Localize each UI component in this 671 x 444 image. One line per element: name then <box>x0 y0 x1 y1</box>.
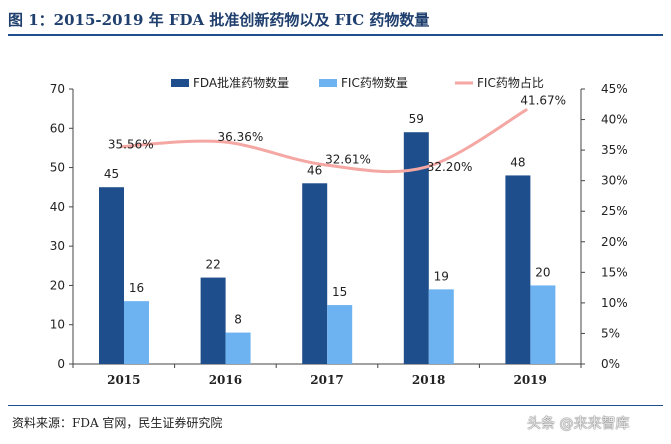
bar-fda-approved <box>200 277 226 364</box>
data-label-fda: 46 <box>307 163 322 177</box>
x-tick-label: 2015 <box>107 373 140 387</box>
y-left-tick-label: 30 <box>50 239 65 253</box>
y-left-tick-label: 20 <box>50 278 65 292</box>
data-label-fic-share: 35.56% <box>108 138 154 152</box>
y-right-tick-label: 30% <box>601 174 628 188</box>
y-right-tick-label: 35% <box>601 143 628 157</box>
data-label-fic-share: 41.67% <box>520 93 566 107</box>
x-tick-label: 2019 <box>513 373 546 387</box>
bar-fda-approved <box>99 187 124 364</box>
figure-title: 图 1：2015-2019 年 FDA 批准创新药物以及 FIC 药物数量 <box>8 11 430 29</box>
y-right-tick-label: 5% <box>601 326 620 340</box>
y-right-tick-label: 40% <box>601 113 628 127</box>
x-tick-label: 2016 <box>209 373 242 387</box>
y-left-tick-label: 40 <box>50 200 65 214</box>
y-left-tick-label: 50 <box>50 161 65 175</box>
legend-label-fic-share: FIC药物占比 <box>477 75 544 90</box>
y-left-tick-label: 0 <box>57 357 65 371</box>
footer-rule <box>8 405 663 406</box>
data-label-fic-share: 32.61% <box>325 153 371 167</box>
title-rule <box>8 34 663 36</box>
y-right-tick-label: 25% <box>601 204 628 218</box>
y-left-tick-label: 70 <box>50 82 65 96</box>
bar-fic <box>327 305 353 364</box>
legend-swatch-fda <box>171 79 189 87</box>
y-right-tick-label: 45% <box>601 82 628 96</box>
data-label-fic-share: 36.36% <box>218 130 264 144</box>
data-label-fic: 15 <box>332 285 347 299</box>
x-tick-label: 2017 <box>310 373 343 387</box>
data-label-fic: 8 <box>234 313 242 327</box>
legend-label-fda: FDA批准药物数量 <box>193 75 289 90</box>
bar-fda-approved <box>505 175 531 364</box>
bar-fic <box>428 289 454 364</box>
data-label-fda: 22 <box>205 258 220 272</box>
line-fic-share <box>120 108 528 174</box>
watermark: 头条 @来来智库 <box>527 416 630 432</box>
data-label-fda: 59 <box>409 112 424 126</box>
legend-label-fic: FIC药物数量 <box>341 75 408 90</box>
bar-fic <box>530 285 556 364</box>
y-right-tick-label: 20% <box>601 235 628 249</box>
legend-swatch-fic <box>319 79 337 87</box>
y-left-tick-label: 10 <box>50 318 65 332</box>
data-label-fic: 16 <box>129 281 144 295</box>
data-label-fda: 45 <box>104 167 119 181</box>
bar-fic <box>225 332 251 364</box>
y-left-tick-label: 60 <box>50 121 65 135</box>
bar-fic <box>124 301 149 364</box>
source-note: 资料来源：FDA 官网，民生证券研究院 <box>12 416 223 430</box>
data-label-fic: 19 <box>434 269 449 283</box>
x-tick-label: 2018 <box>412 373 445 387</box>
y-right-tick-label: 10% <box>601 296 628 310</box>
y-right-tick-label: 0% <box>601 357 620 371</box>
data-label-fic: 20 <box>535 265 550 279</box>
data-label-fic-share: 32.20% <box>427 160 473 174</box>
data-label-fda: 48 <box>510 155 525 169</box>
bar-fda-approved <box>302 183 328 364</box>
y-right-tick-label: 15% <box>601 265 628 279</box>
